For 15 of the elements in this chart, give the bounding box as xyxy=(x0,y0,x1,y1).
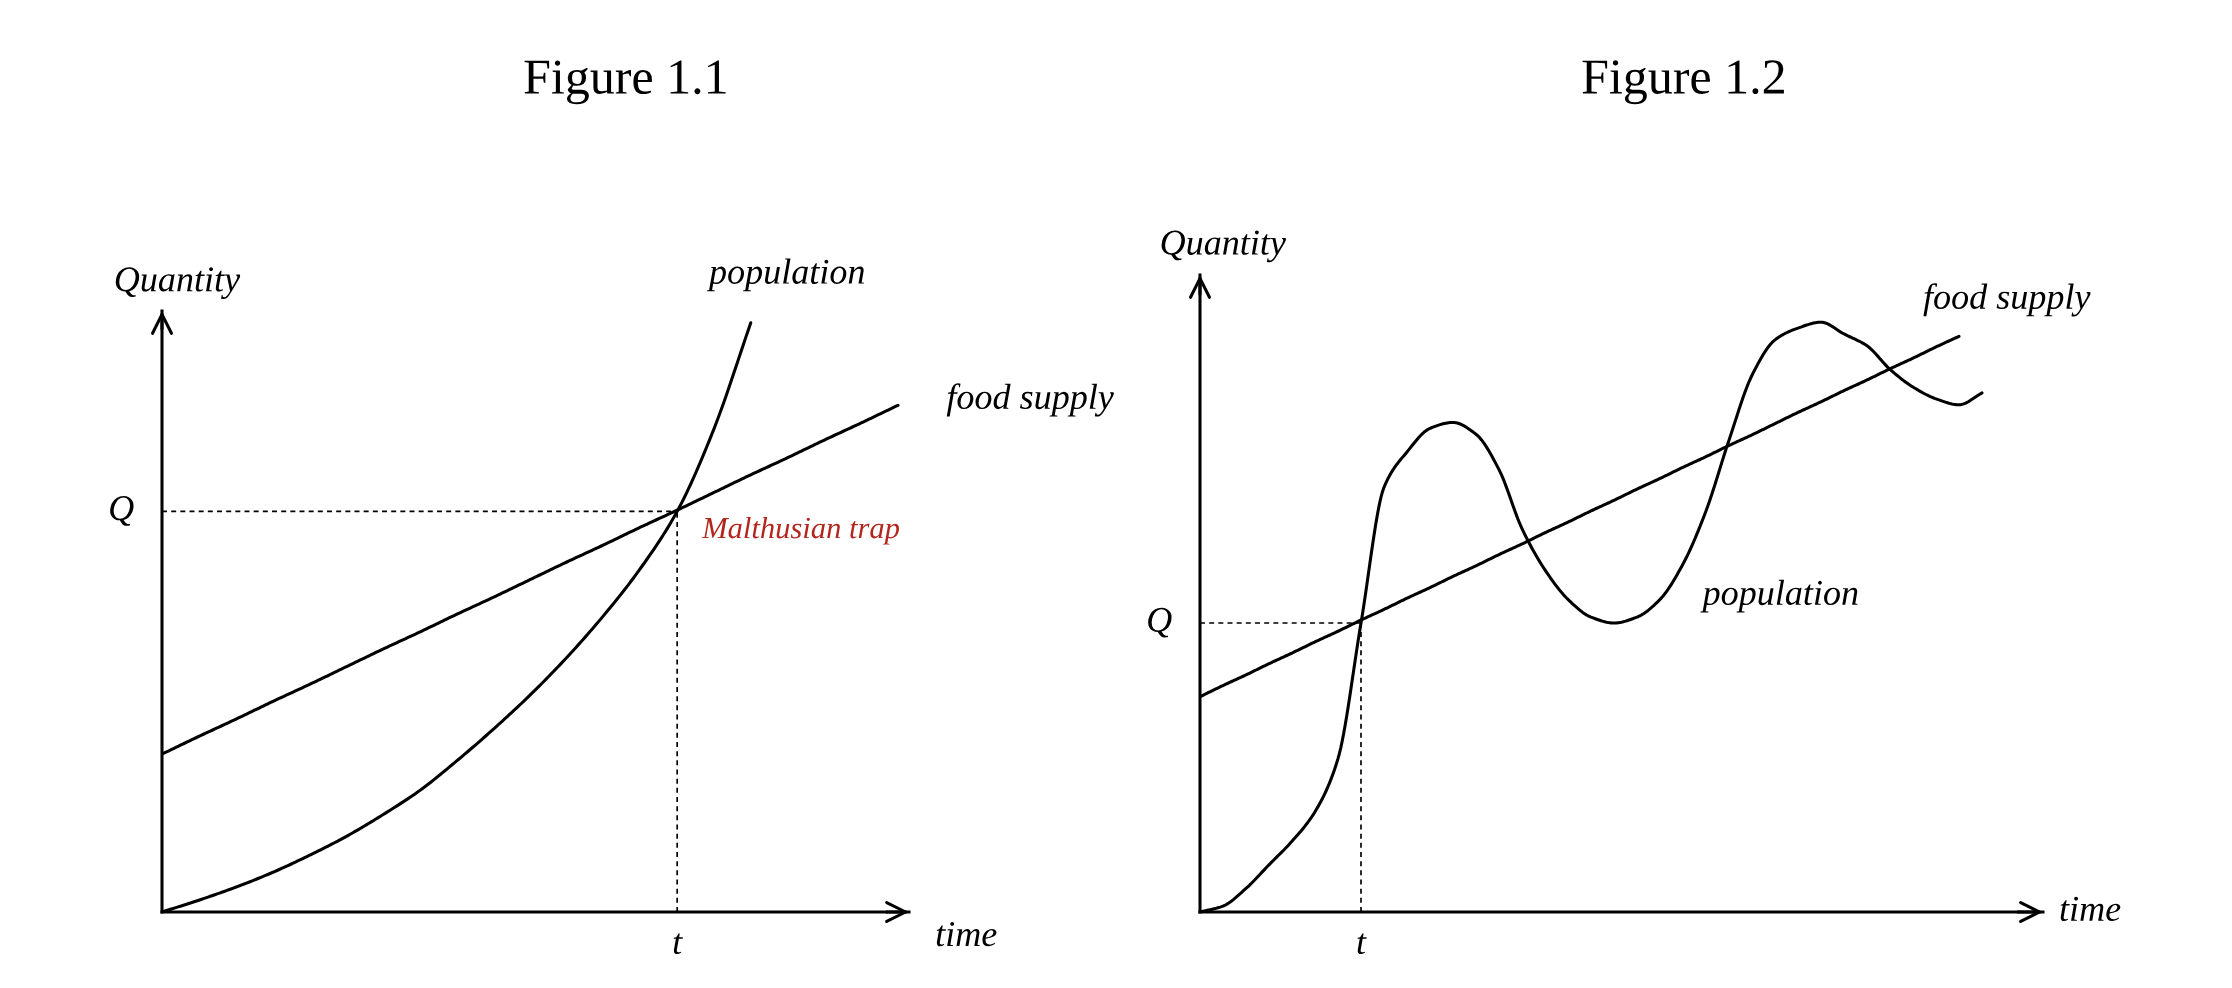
y-axis-title: Quantity xyxy=(115,267,241,299)
text: t xyxy=(673,933,683,955)
annotation: Malthusian trap xyxy=(701,516,900,545)
ref-line-label: Q xyxy=(110,496,134,526)
chart-title: Figure 1.2 xyxy=(1582,60,1784,105)
y-axis-title: Quantity xyxy=(1161,230,1286,263)
x-axis-title: time xyxy=(2060,896,2121,922)
x-axis-title: time xyxy=(936,922,997,947)
series-label: population xyxy=(706,258,864,292)
series-label: food supply xyxy=(1923,283,2091,317)
series-label: food supply xyxy=(946,383,1114,417)
chart-title: Figure 1.1 xyxy=(524,60,726,105)
series-label: population xyxy=(1700,579,1858,613)
text: t xyxy=(1357,933,1367,955)
ref-line-label: Q xyxy=(1148,607,1172,638)
